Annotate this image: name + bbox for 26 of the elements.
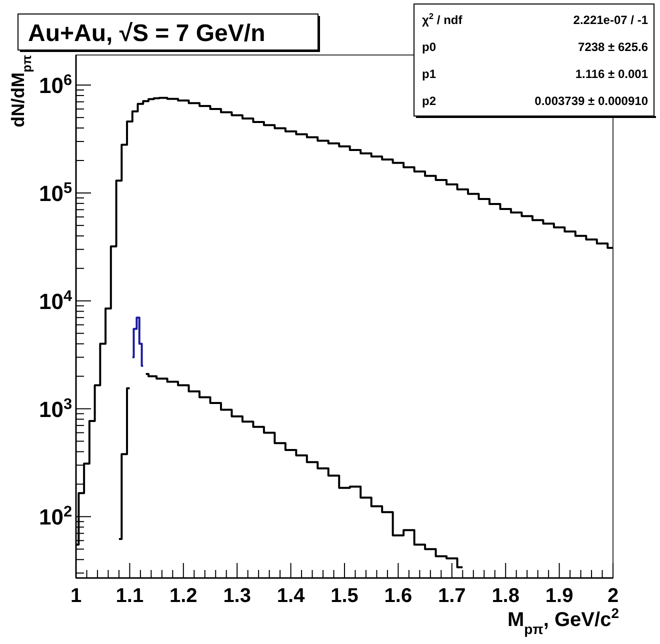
y-tick-label: 10$^{2}$ (38, 503, 72, 530)
x-tick-label: 1.4 (276, 585, 306, 607)
text: 2.221e-07 / -1 (573, 13, 648, 27)
annotation: 0.003739 ± 0.000910 (534, 94, 648, 108)
y-tick-label: 10$^{6}$ (38, 72, 72, 98)
x-tick-label: 1.3 (223, 585, 252, 607)
annotation: p1 (422, 67, 436, 81)
x-tick-label: 1.2 (169, 585, 198, 607)
text: p0 (422, 40, 436, 54)
x-tick-label: 1.5 (330, 585, 358, 607)
x-tick-label: 1.9 (545, 585, 574, 607)
chart-title: Au+Au, √S = 7 GeV/n (28, 20, 266, 47)
x-axis-title: M$_{pπ}$, GeV/c$^{2}$ (507, 605, 620, 637)
annotation: p2 (422, 94, 436, 108)
x-tick-label: 1 (70, 585, 82, 607)
text: χ$^{2}$ / ndf (422, 11, 464, 27)
annotation: 1.116 ± 0.001 (575, 67, 648, 81)
x-tick-label: 1.7 (438, 585, 466, 607)
y-tick-label: 10$^{3}$ (38, 395, 72, 422)
x-tick-label: 1.6 (384, 585, 412, 607)
text: 7238 ± 625.6 (578, 40, 648, 54)
x-tick-label: 2 (607, 585, 619, 607)
x-tick-label: 1.8 (492, 585, 520, 607)
y-tick-label: 10$^{4}$ (38, 287, 72, 314)
x-tick-label: 1.1 (116, 585, 144, 607)
y-tick-label: 10$^{5}$ (38, 179, 72, 206)
